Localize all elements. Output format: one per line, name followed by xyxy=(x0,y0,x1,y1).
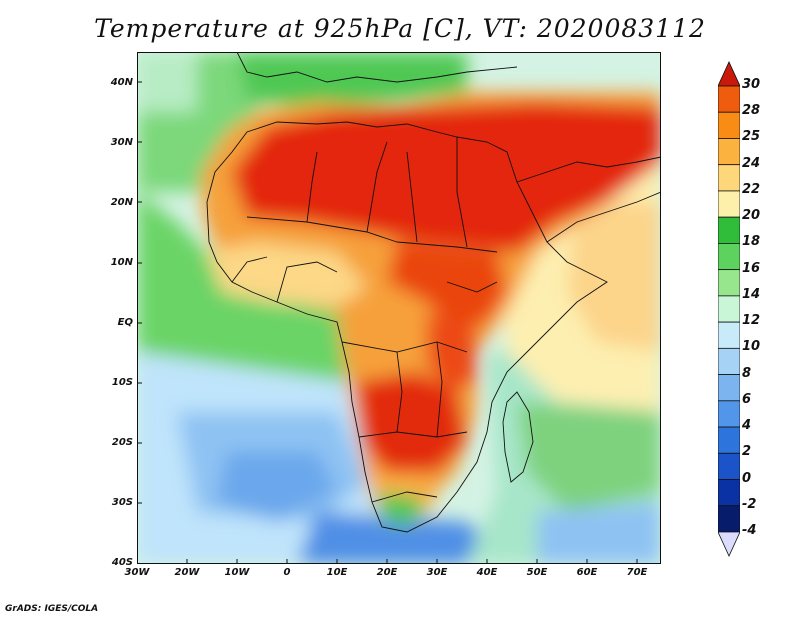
colorbar-label: -4 xyxy=(742,523,757,538)
colorbar-swatch xyxy=(718,216,740,244)
colorbar-label: 0 xyxy=(742,470,752,486)
colorbar-label: 22 xyxy=(742,181,761,197)
colorbar-swatch xyxy=(718,321,740,349)
lon-label-60e: 60E xyxy=(576,567,598,578)
colorbar-swatch xyxy=(718,426,740,454)
colorbar-label: 20 xyxy=(742,208,761,224)
colorbar-label: 2 xyxy=(742,444,752,460)
colorbar-swatch xyxy=(718,85,740,113)
colorbar-label: 4 xyxy=(742,418,752,434)
lon-label-70e: 70E xyxy=(626,567,648,578)
lat-label-30n: 30N xyxy=(110,137,133,148)
colorbar-swatch xyxy=(718,374,740,402)
colorbar-label: 6 xyxy=(742,391,752,407)
colorbar-swatch xyxy=(718,269,740,297)
colorbar-label: 8 xyxy=(742,365,752,381)
lon-label-0: 0 xyxy=(283,567,291,578)
colorbar-label: 24 xyxy=(742,155,761,171)
map-frame xyxy=(137,52,661,564)
lon-label-40e: 40E xyxy=(476,567,498,578)
lon-label-10e: 10E xyxy=(326,567,348,578)
colorbar-swatch xyxy=(718,295,740,323)
lat-label-20n: 20N xyxy=(110,197,133,208)
colorbar-label: -2 xyxy=(742,496,757,512)
axis-ticks xyxy=(137,81,638,564)
lon-label-30w: 30W xyxy=(124,567,150,578)
colorbar-swatch xyxy=(718,164,740,192)
colorbar-label: 30 xyxy=(742,77,761,92)
colorbar-swatch xyxy=(718,190,740,218)
colorbar-bottom-arrow xyxy=(718,531,740,557)
colorbar-swatch xyxy=(718,400,740,428)
lon-label-50e: 50E xyxy=(526,567,548,578)
lon-label-30e: 30E xyxy=(426,567,448,578)
colorbar-swatch xyxy=(718,138,740,166)
lat-label-40s: 40S xyxy=(111,557,133,568)
colorbar-label: 12 xyxy=(742,313,761,329)
colorbar-label: 25 xyxy=(742,129,761,145)
colorbar xyxy=(718,61,740,557)
colorbar-label: 14 xyxy=(742,286,761,302)
lon-label-10w: 10W xyxy=(224,567,250,578)
country-borders xyxy=(206,52,661,533)
colorbar-label: 28 xyxy=(742,103,761,119)
colorbar-swatch xyxy=(718,111,740,139)
colorbar-label: 18 xyxy=(742,234,761,250)
lon-label-20e: 20E xyxy=(376,567,398,578)
temperature-map xyxy=(137,52,661,564)
lat-label-20s: 20S xyxy=(111,437,133,448)
colorbar-swatch xyxy=(718,243,740,271)
colorbar-swatch xyxy=(718,452,740,480)
lat-label-10n: 10N xyxy=(110,257,133,268)
colorbar-label: 10 xyxy=(742,339,761,355)
lat-label-30s: 30S xyxy=(111,497,133,508)
colorbar-swatch xyxy=(718,347,740,375)
colorbar-swatches xyxy=(718,61,740,557)
colorbar-swatch xyxy=(718,505,740,533)
map-title: Temperature at 925hPa [C], VT: 202008311… xyxy=(94,14,706,43)
colorbar-label: 16 xyxy=(742,260,761,276)
colorbar-swatch xyxy=(718,479,740,507)
temperature-field xyxy=(137,52,661,564)
lat-label-eq: EQ xyxy=(117,317,133,328)
lon-label-20w: 20W xyxy=(174,567,200,578)
colorbar-top-arrow xyxy=(718,61,740,87)
lat-label-10s: 10S xyxy=(111,377,133,388)
lat-label-40n: 40N xyxy=(110,77,133,88)
grads-credit: GrADS: IGES/COLA xyxy=(5,604,99,614)
